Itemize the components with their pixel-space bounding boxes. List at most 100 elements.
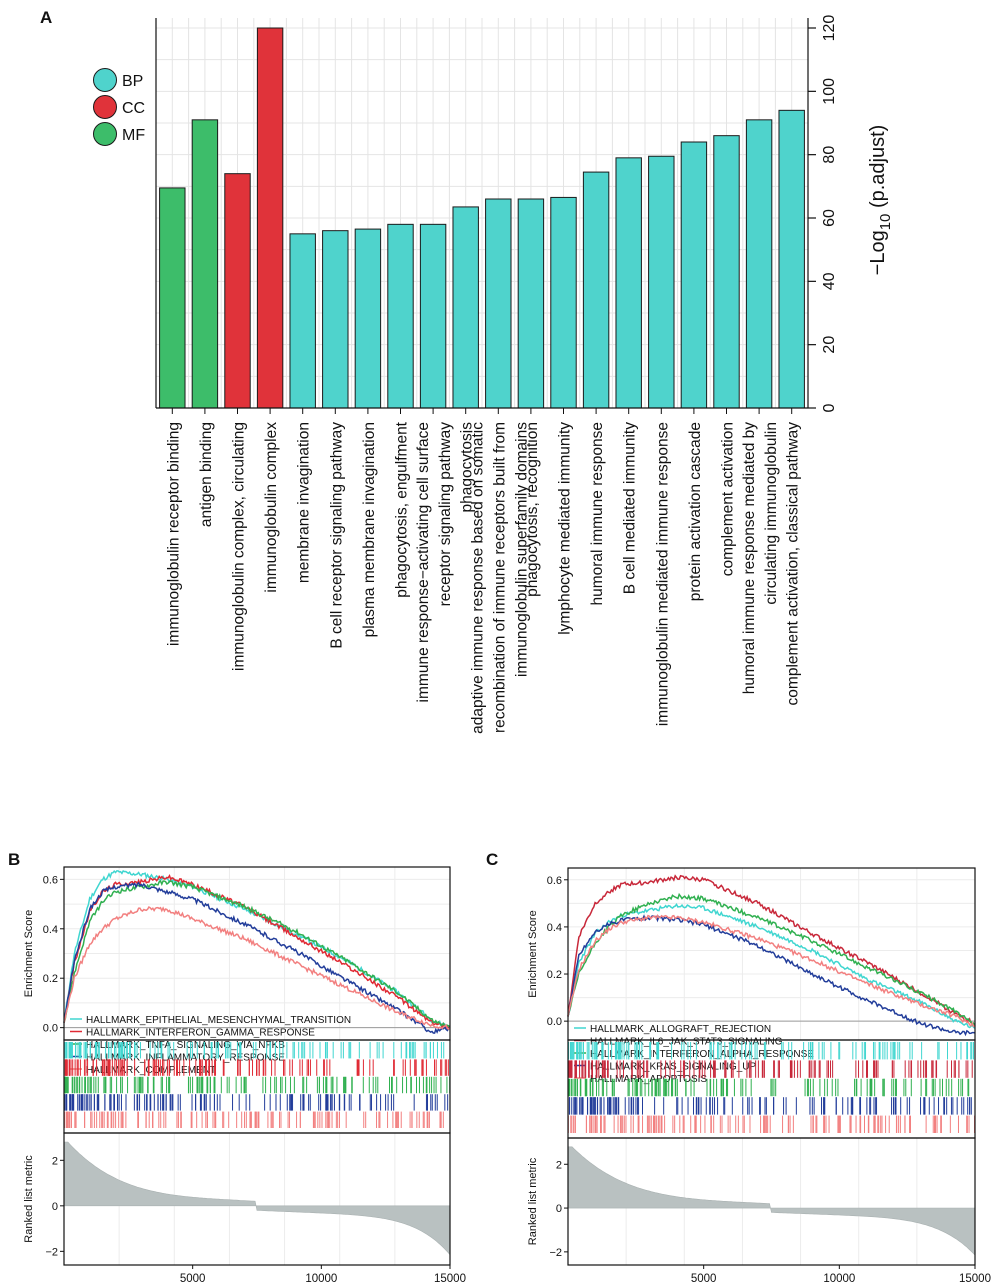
x-tick-label: plasma membrane invagination bbox=[361, 422, 378, 637]
bar bbox=[387, 223, 414, 409]
legend-swatch bbox=[93, 95, 117, 119]
y-tick-label: 0.6 bbox=[547, 875, 562, 887]
y-axis-title-metric: Ranked list metric bbox=[23, 1155, 35, 1243]
bar bbox=[550, 196, 577, 409]
bar bbox=[256, 27, 284, 409]
bar bbox=[289, 233, 316, 409]
y-tick-label: 2 bbox=[556, 1159, 562, 1171]
bar bbox=[452, 206, 479, 409]
legend-label: CC bbox=[122, 100, 145, 117]
panel-label-b: B bbox=[8, 850, 21, 869]
gsea-panel-c: HALLMARK_ALLOGRAFT_REJECTION HALLMARK_IL6… bbox=[527, 867, 991, 1284]
y-axis-title: −Log10 (p.adjust) bbox=[867, 125, 894, 276]
y-axis-title-rest: (p.adjust) bbox=[867, 125, 889, 214]
y-tick-label: 0 bbox=[556, 1203, 562, 1215]
y-tick-label: −2 bbox=[45, 1246, 58, 1258]
y-tick-label: 0 bbox=[821, 403, 838, 412]
x-tick-label: 15000 bbox=[434, 1273, 466, 1284]
es-frame bbox=[567, 867, 976, 1041]
enrichment-line bbox=[567, 903, 976, 1029]
x-tick-label: phagocytosis, recognition bbox=[524, 422, 541, 597]
x-tick-label: lymphocyte mediated immunity bbox=[557, 422, 574, 635]
enrichment-line bbox=[63, 905, 451, 1031]
x-tick-label: immunoglobulin complex, circulating bbox=[231, 422, 248, 671]
enrichment-line bbox=[63, 869, 451, 1029]
y-tick-label: 0 bbox=[52, 1201, 58, 1213]
enrichment-line bbox=[63, 873, 451, 1031]
enrichment-line bbox=[63, 881, 451, 1034]
enrichment-line bbox=[567, 874, 976, 1025]
bar bbox=[322, 230, 349, 409]
enrichment-line bbox=[567, 913, 976, 1028]
x-tick-label: membrane invagination bbox=[296, 422, 313, 583]
x-tick-label: complement activation, classical pathway bbox=[785, 422, 802, 706]
y-tick-label: 0.4 bbox=[43, 924, 58, 936]
y-tick-label: 0.4 bbox=[547, 922, 562, 934]
x-tick-label: 15000 bbox=[959, 1273, 991, 1284]
legend-label: HALLMARK_KRAS_SIGNALING_UP bbox=[590, 1062, 757, 1073]
x-tick-label: 5000 bbox=[691, 1273, 717, 1284]
x-tick-label: immunoglobulin receptor binding bbox=[165, 422, 182, 646]
y-tick-label: 120 bbox=[821, 15, 838, 42]
legend-label: HALLMARK_INTERFERON_GAMMA_RESPONSE bbox=[86, 1028, 315, 1039]
bar bbox=[778, 109, 805, 409]
legend-label: HALLMARK_COMPLEMENT bbox=[86, 1065, 216, 1076]
x-tick-label: 5000 bbox=[180, 1273, 206, 1284]
x-tick-label: adaptive immune response based on somati… bbox=[469, 422, 486, 734]
ranked-metric-area bbox=[63, 1141, 451, 1256]
legend-label: HALLMARK_INFLAMMATORY_RESPONSE bbox=[86, 1053, 285, 1064]
x-tick-label: 10000 bbox=[305, 1273, 337, 1284]
y-axis-title-metric: Ranked list metric bbox=[527, 1157, 539, 1245]
y-axis-title-main: −Log bbox=[867, 230, 889, 275]
enrichment-line bbox=[567, 892, 976, 1027]
x-tick-label: humoral immune response mediated by bbox=[741, 422, 758, 694]
x-tick-label: B cell receptor signaling pathway bbox=[328, 422, 345, 649]
legend-label: HALLMARK_IL6_JAK_STAT3_SIGNALING bbox=[590, 1037, 783, 1048]
bar bbox=[680, 141, 708, 409]
y-tick-label: 20 bbox=[821, 336, 838, 354]
x-tick-label: protein activation cascade bbox=[687, 422, 704, 601]
legend-label: HALLMARK_INTERFERON_ALPHA_RESPONSE bbox=[590, 1049, 814, 1060]
bar bbox=[419, 223, 447, 409]
bar bbox=[582, 171, 610, 409]
x-tick-label: antigen binding bbox=[198, 422, 215, 527]
bar bbox=[485, 198, 512, 409]
bar bbox=[745, 119, 773, 409]
bar bbox=[354, 228, 382, 409]
x-tick-label: phagocytosis, engulfment bbox=[394, 421, 411, 597]
x-tick-label: circulating immunoglobulin bbox=[763, 422, 780, 605]
legend-swatch bbox=[93, 68, 117, 92]
x-tick-label: immune response−activating cell surface bbox=[415, 422, 432, 702]
x-tick-label: immunoglobulin mediated immune response bbox=[654, 422, 671, 726]
x-tick-label: B cell mediated immunity bbox=[622, 422, 639, 595]
legend-label: MF bbox=[122, 127, 145, 144]
bar bbox=[159, 187, 186, 409]
x-tick-label: phagocytosis bbox=[459, 422, 476, 513]
metric-frame bbox=[63, 1132, 451, 1266]
legend-swatch bbox=[93, 122, 117, 146]
panel-label-a: A bbox=[40, 8, 53, 27]
y-tick-label: −2 bbox=[549, 1247, 562, 1259]
x-tick-label: receptor signaling pathway bbox=[437, 422, 454, 607]
y-tick-label: 0.0 bbox=[547, 1016, 562, 1028]
x-tick-label: humoral immune response bbox=[589, 422, 606, 606]
legend-label: HALLMARK_TNFA_SIGNALING_VIA_NFKB bbox=[86, 1040, 285, 1051]
y-tick-label: 40 bbox=[821, 272, 838, 290]
x-tick-label: complement activation bbox=[720, 422, 737, 576]
legend-label: HALLMARK_EPITHELIAL_MESENCHYMAL_TRANSITI… bbox=[86, 1015, 351, 1026]
y-tick-label: 80 bbox=[821, 146, 838, 164]
bar bbox=[517, 198, 545, 409]
y-tick-label: 2 bbox=[52, 1155, 58, 1167]
bar-chart-panel-a: immunoglobulin receptor binding antigen b… bbox=[93, 15, 894, 734]
bar bbox=[713, 135, 740, 409]
panel-label-c: C bbox=[486, 850, 499, 869]
x-tick-label: recombination of immune receptors built … bbox=[491, 422, 508, 733]
enrichment-line bbox=[63, 880, 451, 1029]
y-tick-label: 0.2 bbox=[43, 973, 58, 985]
bar bbox=[615, 157, 642, 409]
x-tick-label: immunoglobulin complex bbox=[263, 422, 280, 593]
y-tick-label: 60 bbox=[821, 209, 838, 227]
y-tick-label: 100 bbox=[821, 78, 838, 105]
enrichment-line bbox=[567, 914, 976, 1037]
